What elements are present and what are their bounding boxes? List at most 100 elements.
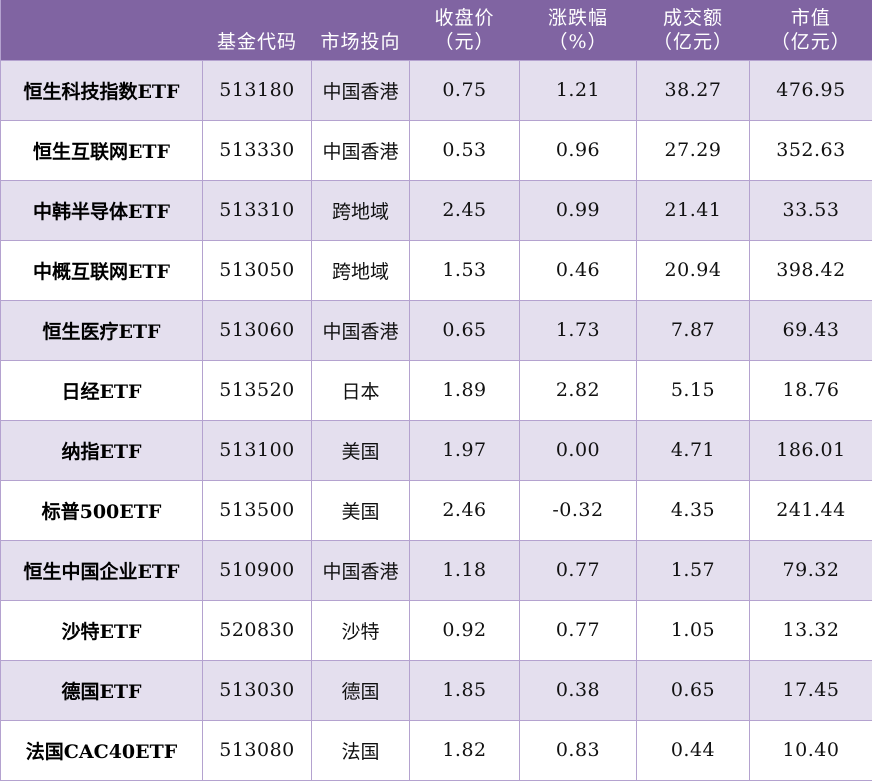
change-pct: 0.46 [519, 239, 637, 301]
fund-code: 513520 [202, 359, 312, 421]
table-row: 法国CAC40ETF 513080 法国 1.82 0.83 0.44 10.4… [0, 719, 872, 781]
change-pct: 0.77 [519, 539, 637, 601]
etf-name: 恒生互联网ETF [0, 119, 203, 181]
close-price: 0.92 [409, 599, 520, 661]
market: 中国香港 [311, 539, 410, 601]
change-pct: -0.32 [519, 479, 637, 541]
etf-name: 法国CAC40ETF [0, 719, 203, 781]
etf-name: 纳指ETF [0, 419, 203, 481]
etf-name: 标普500ETF [0, 479, 203, 541]
header-name [0, 0, 203, 60]
turnover: 20.94 [636, 239, 750, 301]
fund-code: 513100 [202, 419, 312, 481]
change-pct: 0.96 [519, 119, 637, 181]
market: 美国 [311, 419, 410, 481]
market-cap: 13.32 [749, 599, 872, 661]
header-turnover: 成交额 （亿元） [652, 6, 733, 53]
market-cap: 33.53 [749, 179, 872, 241]
close-price: 2.45 [409, 179, 520, 241]
fund-code: 513060 [202, 299, 312, 361]
close-price: 2.46 [409, 479, 520, 541]
etf-name: 中概互联网ETF [0, 239, 203, 301]
market: 跨地域 [311, 179, 410, 241]
table-row: 恒生医疗ETF 513060 中国香港 0.65 1.73 7.87 69.43 [0, 299, 872, 361]
etf-name: 恒生中国企业ETF [0, 539, 203, 601]
table-body: 恒生科技指数ETF 513180 中国香港 0.75 1.21 38.27 47… [0, 59, 872, 781]
table-header: 基金代码 市场投向 收盘价 （元） 涨跌幅 （%） 成交额 （亿元） 市值 （亿… [0, 0, 872, 60]
turnover: 5.15 [636, 359, 750, 421]
close-price: 1.82 [409, 719, 520, 781]
table-row: 中概互联网ETF 513050 跨地域 1.53 0.46 20.94 398.… [0, 239, 872, 301]
header-market: 市场投向 [320, 30, 401, 53]
change-pct: 0.77 [519, 599, 637, 661]
etf-name: 沙特ETF [0, 599, 203, 661]
close-price: 0.75 [409, 59, 520, 121]
close-price: 0.53 [409, 119, 520, 181]
fund-code: 513030 [202, 659, 312, 721]
market-cap: 18.76 [749, 359, 872, 421]
etf-name: 恒生医疗ETF [0, 299, 203, 361]
etf-name: 日经ETF [0, 359, 203, 421]
fund-code: 513050 [202, 239, 312, 301]
header-fund-code: 基金代码 [216, 30, 297, 53]
table-row: 纳指ETF 513100 美国 1.97 0.00 4.71 186.01 [0, 419, 872, 481]
table-row: 日经ETF 513520 日本 1.89 2.82 5.15 18.76 [0, 359, 872, 421]
fund-code: 513500 [202, 479, 312, 541]
market-cap: 79.32 [749, 539, 872, 601]
turnover: 4.35 [636, 479, 750, 541]
header-change-pct: 涨跌幅 （%） [547, 6, 608, 53]
close-price: 1.85 [409, 659, 520, 721]
market-cap: 69.43 [749, 299, 872, 361]
market: 德国 [311, 659, 410, 721]
etf-name: 中韩半导体ETF [0, 179, 203, 241]
market: 日本 [311, 359, 410, 421]
turnover: 27.29 [636, 119, 750, 181]
change-pct: 0.38 [519, 659, 637, 721]
close-price: 1.97 [409, 419, 520, 481]
close-price: 1.18 [409, 539, 520, 601]
fund-code: 513180 [202, 59, 312, 121]
turnover: 7.87 [636, 299, 750, 361]
close-price: 1.89 [409, 359, 520, 421]
market-cap: 476.95 [749, 59, 872, 121]
turnover: 38.27 [636, 59, 750, 121]
turnover: 1.57 [636, 539, 750, 601]
market: 跨地域 [311, 239, 410, 301]
market-cap: 17.45 [749, 659, 872, 721]
market: 沙特 [311, 599, 410, 661]
table-row: 中韩半导体ETF 513310 跨地域 2.45 0.99 21.41 33.5… [0, 179, 872, 241]
market-cap: 241.44 [749, 479, 872, 541]
table-row: 恒生互联网ETF 513330 中国香港 0.53 0.96 27.29 352… [0, 119, 872, 181]
change-pct: 0.83 [519, 719, 637, 781]
fund-code: 513330 [202, 119, 312, 181]
fund-code: 510900 [202, 539, 312, 601]
table-row: 标普500ETF 513500 美国 2.46 -0.32 4.35 241.4… [0, 479, 872, 541]
close-price: 0.65 [409, 299, 520, 361]
fund-code: 520830 [202, 599, 312, 661]
change-pct: 0.99 [519, 179, 637, 241]
turnover: 0.65 [636, 659, 750, 721]
market: 中国香港 [311, 59, 410, 121]
change-pct: 2.82 [519, 359, 637, 421]
table-row: 恒生科技指数ETF 513180 中国香港 0.75 1.21 38.27 47… [0, 59, 872, 121]
market: 中国香港 [311, 119, 410, 181]
etf-name: 德国ETF [0, 659, 203, 721]
header-close-price: 收盘价 （元） [434, 6, 495, 53]
market-cap: 10.40 [749, 719, 872, 781]
market-cap: 186.01 [749, 419, 872, 481]
table-row: 沙特ETF 520830 沙特 0.92 0.77 1.05 13.32 [0, 599, 872, 661]
turnover: 4.71 [636, 419, 750, 481]
header-row: 基金代码 市场投向 收盘价 （元） 涨跌幅 （%） 成交额 （亿元） 市值 （亿… [0, 0, 872, 60]
market-cap: 398.42 [749, 239, 872, 301]
turnover: 21.41 [636, 179, 750, 241]
change-pct: 1.73 [519, 299, 637, 361]
fund-code: 513080 [202, 719, 312, 781]
market-cap: 352.63 [749, 119, 872, 181]
change-pct: 0.00 [519, 419, 637, 481]
fund-code: 513310 [202, 179, 312, 241]
close-price: 1.53 [409, 239, 520, 301]
header-market-cap: 市值 （亿元） [749, 0, 872, 60]
market: 中国香港 [311, 299, 410, 361]
change-pct: 1.21 [519, 59, 637, 121]
